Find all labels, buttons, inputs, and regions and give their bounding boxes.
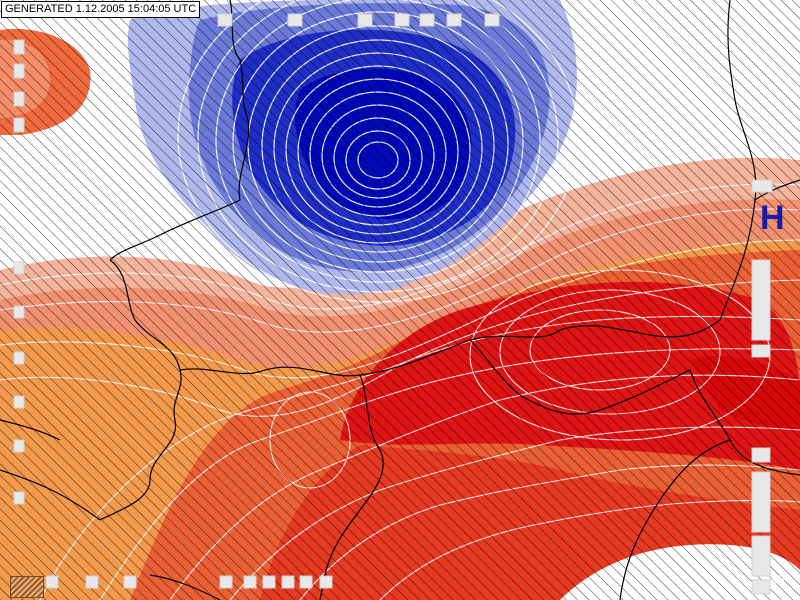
high-pressure-label: H	[760, 199, 785, 237]
hatched-legend-icon	[10, 576, 44, 598]
generated-timestamp: GENERATED 1.12.2005 15:04:05 UTC	[1, 1, 201, 18]
grid-markers	[13, 13, 773, 595]
corner-number: 85	[772, 574, 785, 586]
